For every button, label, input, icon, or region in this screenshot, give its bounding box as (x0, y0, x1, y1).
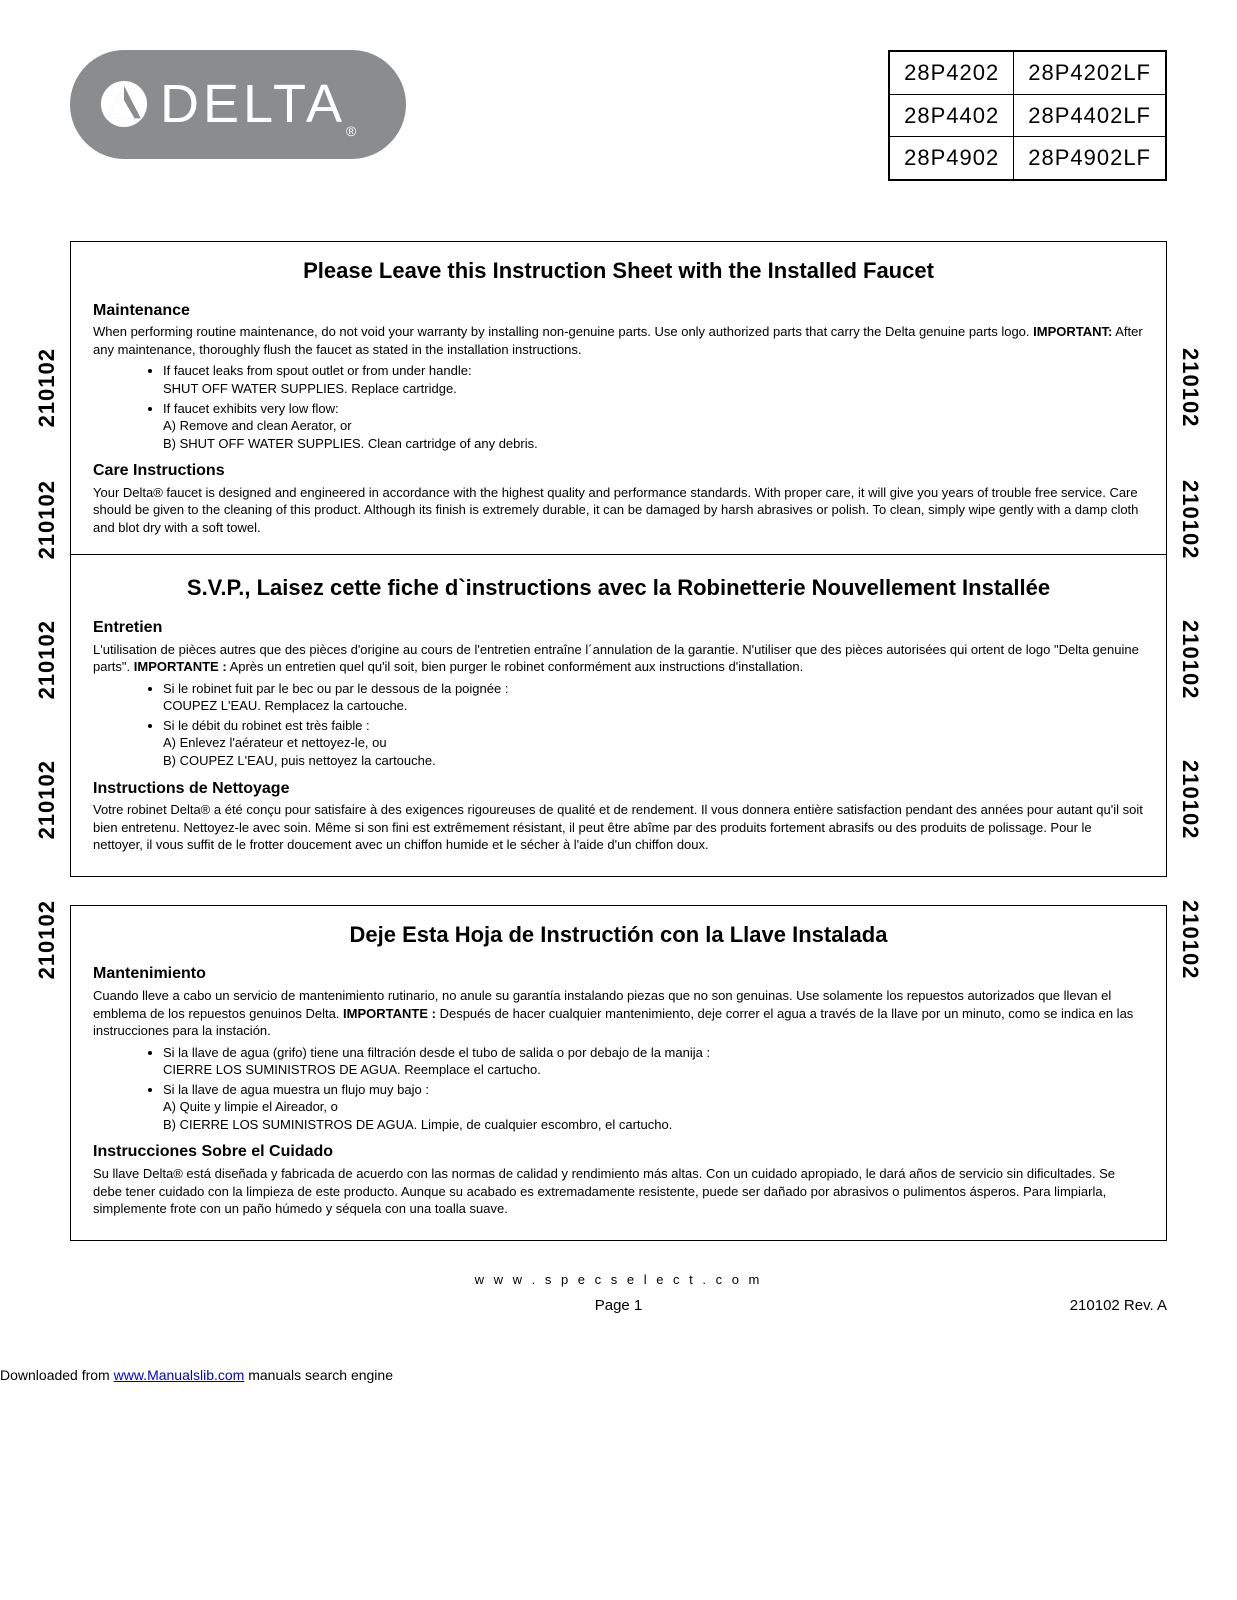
manualslib-link[interactable]: www.Manualslib.com (114, 1367, 245, 1383)
download-attribution: Downloaded from www.Manualslib.com manua… (0, 1366, 1237, 1385)
model-number-table: 28P420228P4202LF28P440228P4402LF28P49022… (888, 50, 1167, 181)
maintenance-heading-en: Maintenance (93, 300, 1144, 322)
side-part-number: 210102 (32, 480, 62, 559)
maintenance-heading-es: Mantenimiento (93, 963, 1144, 985)
side-part-number: 210102 (1175, 620, 1205, 699)
model-number-cell: 28P4902LF (1014, 137, 1166, 180)
side-part-number: 210102 (1175, 480, 1205, 559)
care-heading-en: Care Instructions (93, 460, 1144, 482)
page-footer: w w w . s p e c s e l e c t . c o m Page… (70, 1271, 1167, 1317)
care-text-en: Your Delta® faucet is designed and engin… (93, 484, 1144, 537)
table-row: 28P440228P4402LF (889, 94, 1166, 137)
care-heading-fr: Instructions de Nettoyage (93, 778, 1144, 800)
maintenance-text-es: Cuando lleve a cabo un servicio de mante… (93, 987, 1144, 1040)
section-box-en-fr: Please Leave this Instruction Sheet with… (70, 241, 1167, 877)
care-heading-es: Instrucciones Sobre el Cuidado (93, 1141, 1144, 1163)
download-prefix: Downloaded from (0, 1367, 114, 1383)
care-text-es: Su llave Delta® está diseñada y fabricad… (93, 1165, 1144, 1218)
footer-url: w w w . s p e c s e l e c t . c o m (70, 1271, 1167, 1289)
maintenance-bullets-en: If faucet leaks from spout outlet or fro… (163, 362, 1144, 452)
section-divider (71, 554, 1166, 555)
document-page: DELTA® 28P420228P4202LF28P440228P4402LF2… (0, 0, 1237, 1336)
bullet-es-2: Si la llave de agua muestra un flujo muy… (163, 1081, 1144, 1134)
side-part-number: 210102 (1175, 900, 1205, 979)
maintenance-text-en: When performing routine maintenance, do … (93, 323, 1144, 358)
side-part-number: 210102 (1175, 760, 1205, 839)
download-suffix: manuals search engine (244, 1367, 393, 1383)
section-box-es: Deje Esta Hoja de Instructión con la Lla… (70, 905, 1167, 1241)
french-title: S.V.P., Laisez cette fiche d`instruction… (93, 573, 1144, 603)
table-row: 28P490228P4902LF (889, 137, 1166, 180)
delta-logo-text: DELTA® (160, 68, 356, 141)
maintenance-bullets-es: Si la llave de agua (grifo) tiene una fi… (163, 1044, 1144, 1134)
spanish-title: Deje Esta Hoja de Instructión con la Lla… (93, 920, 1144, 950)
bullet-en-2: If faucet exhibits very low flow: A) Rem… (163, 400, 1144, 453)
delta-logo-icon (100, 80, 148, 128)
footer-row: Page 1 210102 Rev. A (70, 1296, 1167, 1316)
bullet-en-1: If faucet leaks from spout outlet or fro… (163, 362, 1144, 397)
model-number-cell: 28P4202LF (1014, 51, 1166, 94)
side-part-number: 210102 (32, 348, 62, 427)
delta-logo: DELTA® (70, 50, 406, 159)
side-part-number: 210102 (1175, 348, 1205, 427)
bullet-fr-1: Si le robinet fuit par le bec ou par le … (163, 680, 1144, 715)
bullet-es-1: Si la llave de agua (grifo) tiene una fi… (163, 1044, 1144, 1079)
footer-page: Page 1 (595, 1296, 643, 1316)
maintenance-text-fr: L'utilisation de pièces autres que des p… (93, 641, 1144, 676)
bullet-fr-2: Si le débit du robinet est très faible :… (163, 717, 1144, 770)
maintenance-heading-fr: Entretien (93, 617, 1144, 639)
side-part-number: 210102 (32, 900, 62, 979)
care-text-fr: Votre robinet Delta® a été conçu pour sa… (93, 801, 1144, 854)
model-number-cell: 28P4402LF (1014, 94, 1166, 137)
side-part-number: 210102 (32, 760, 62, 839)
side-part-number: 210102 (32, 620, 62, 699)
english-title: Please Leave this Instruction Sheet with… (93, 256, 1144, 286)
table-row: 28P420228P4202LF (889, 51, 1166, 94)
footer-revision: 210102 Rev. A (1070, 1296, 1167, 1316)
model-number-cell: 28P4202 (889, 51, 1014, 94)
document-header: DELTA® 28P420228P4202LF28P440228P4402LF2… (70, 50, 1167, 181)
model-number-cell: 28P4402 (889, 94, 1014, 137)
maintenance-bullets-fr: Si le robinet fuit par le bec ou par le … (163, 680, 1144, 770)
model-number-cell: 28P4902 (889, 137, 1014, 180)
